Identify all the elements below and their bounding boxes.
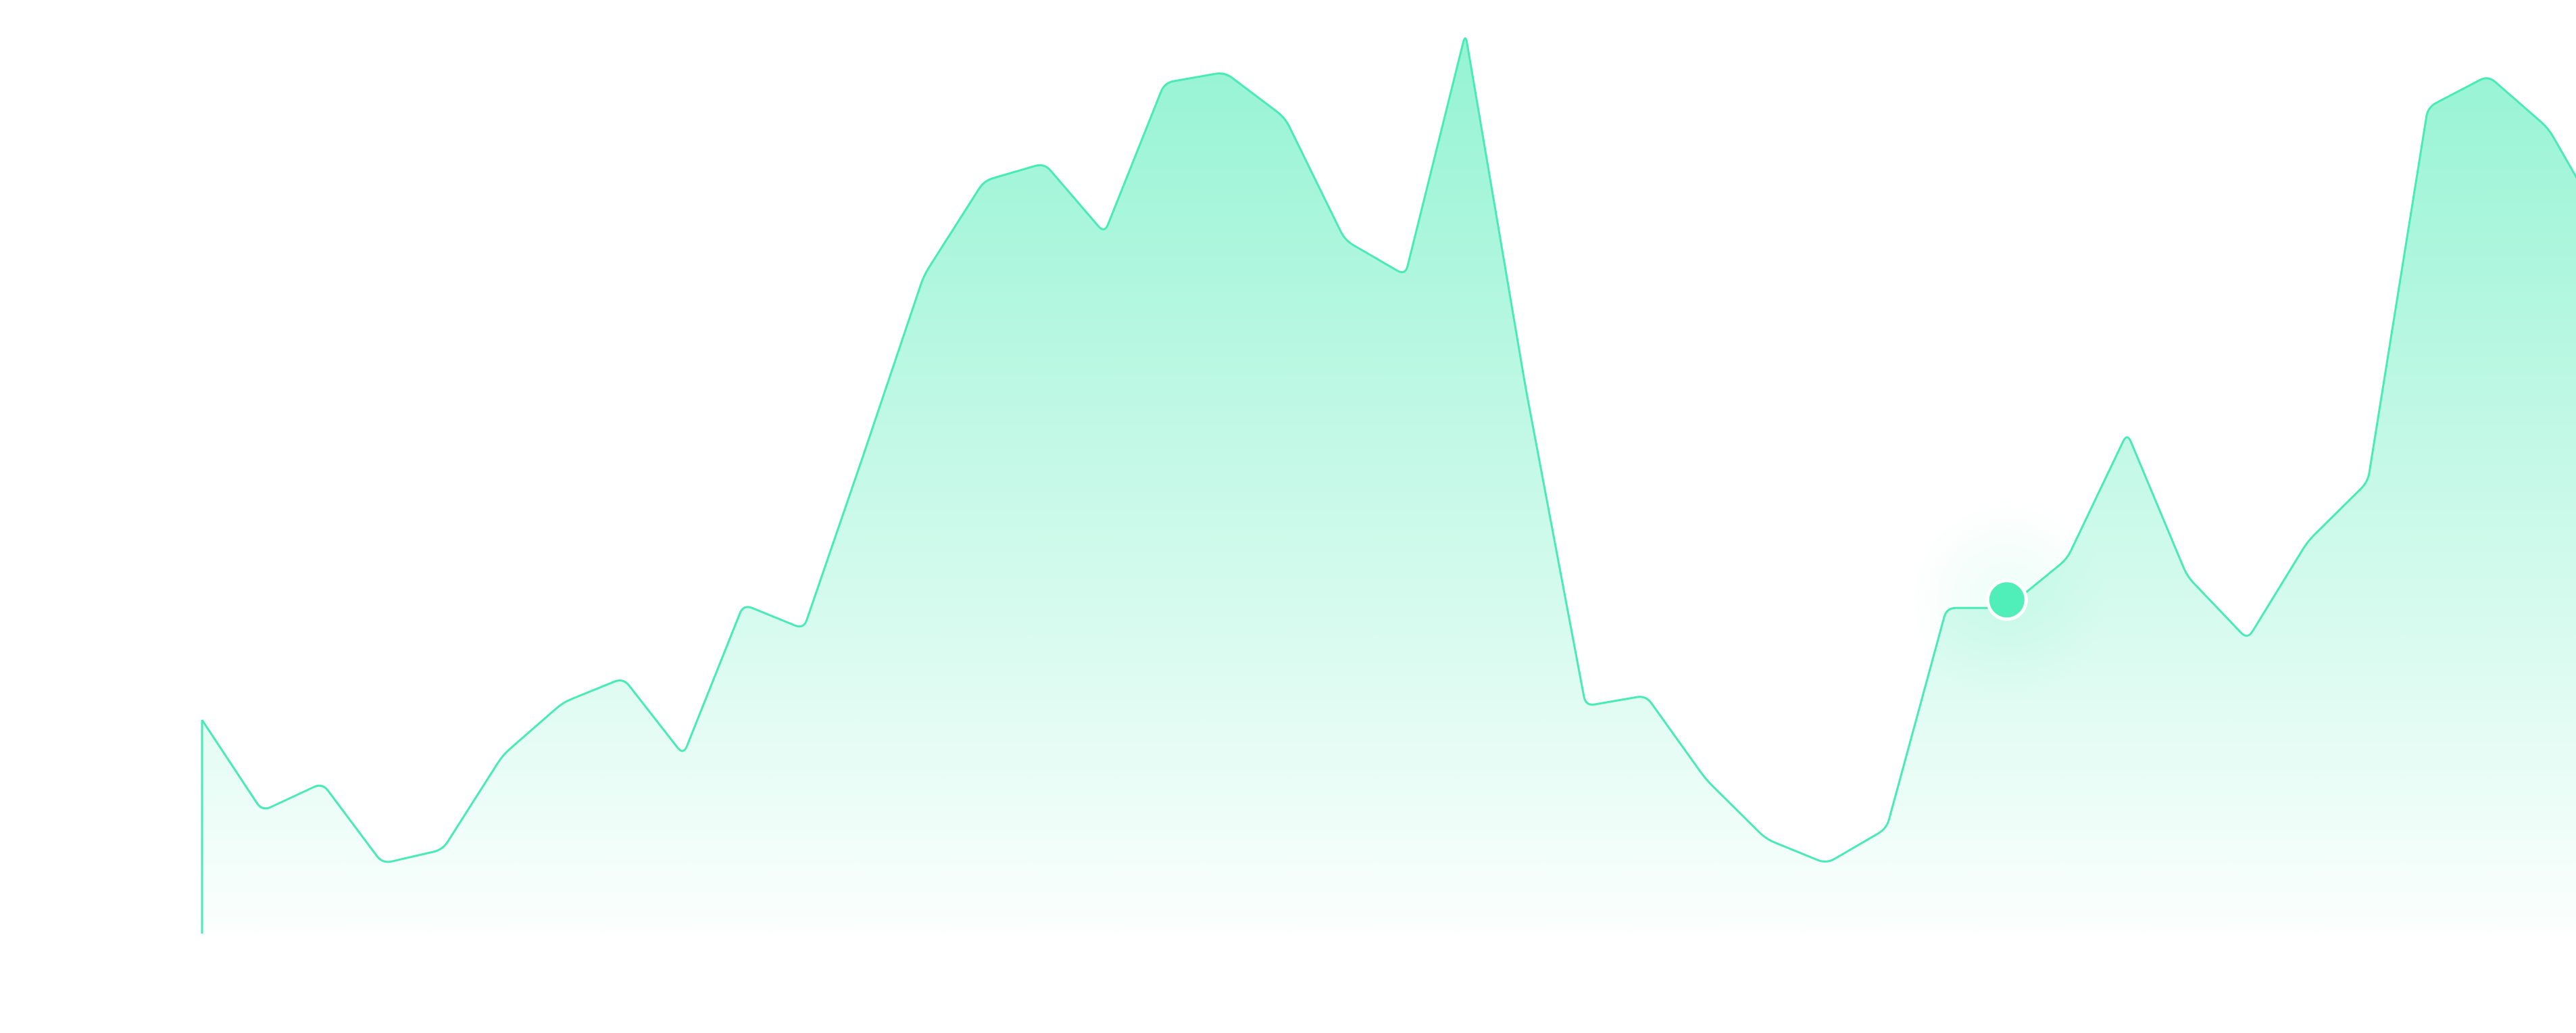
data-point-10 xyxy=(801,627,806,631)
data-point-16 xyxy=(1162,80,1166,85)
data-point-0 xyxy=(200,718,204,722)
data-point-28 xyxy=(1885,827,1889,831)
data-point-20 xyxy=(1404,273,1408,277)
data-point-14 xyxy=(1042,162,1046,166)
highlight-point[interactable] xyxy=(1989,582,2025,618)
data-point-35 xyxy=(2306,539,2310,544)
data-point-39 xyxy=(2546,126,2550,130)
data-point-22 xyxy=(1524,385,1528,389)
line-layer xyxy=(201,37,2576,934)
point-layer xyxy=(200,32,2550,865)
data-point-3 xyxy=(380,861,385,865)
data-point-32 xyxy=(2125,431,2129,435)
data-point-26 xyxy=(1764,837,1768,841)
data-point-21 xyxy=(1464,32,1468,36)
data-point-19 xyxy=(1343,238,1347,242)
data-point-12 xyxy=(922,273,926,277)
data-point-38 xyxy=(2486,74,2490,78)
series-line xyxy=(201,37,2576,863)
data-point-9 xyxy=(741,602,745,606)
data-point-27 xyxy=(1825,861,1829,865)
data-point-33 xyxy=(2185,575,2189,579)
data-point-15 xyxy=(1102,231,1106,235)
data-point-2 xyxy=(320,781,324,785)
series-area xyxy=(202,38,2576,934)
data-point-5 xyxy=(501,753,505,757)
data-point-34 xyxy=(2246,638,2250,642)
data-point-17 xyxy=(1222,70,1227,74)
data-point-8 xyxy=(681,753,685,757)
data-point-37 xyxy=(2426,105,2430,110)
data-point-36 xyxy=(2366,480,2370,484)
data-point-4 xyxy=(441,848,445,852)
data-point-25 xyxy=(1704,777,1708,782)
data-point-13 xyxy=(982,178,986,183)
area-layer xyxy=(202,38,2576,934)
data-point-18 xyxy=(1283,116,1287,120)
data-point-1 xyxy=(260,809,264,813)
data-point-24 xyxy=(1644,694,1648,698)
data-point-23 xyxy=(1584,704,1588,708)
data-point-7 xyxy=(621,676,625,680)
data-point-6 xyxy=(561,700,565,704)
data-point-11 xyxy=(862,452,866,456)
